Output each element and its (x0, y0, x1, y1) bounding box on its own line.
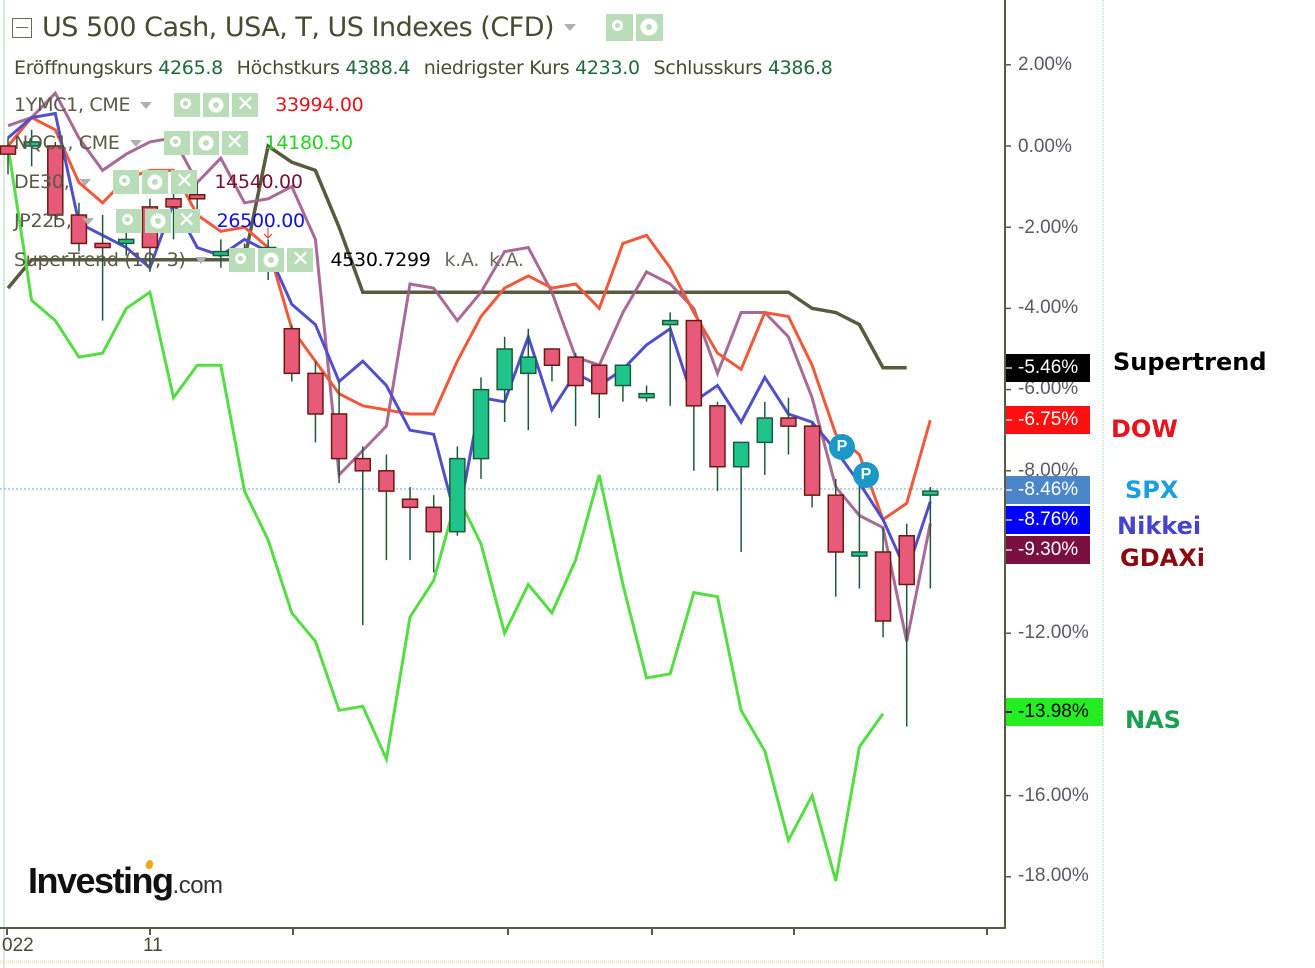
x-axis-ticks (6, 928, 988, 935)
high-value: 4388.4 (345, 57, 411, 79)
indicator-value: 14540.00 (214, 171, 303, 193)
ohlc-summary: Eröffnungskurs 4265.8 Höchstkurs 4388.4 … (14, 57, 841, 79)
indicator-dropdown-caret-icon[interactable] (140, 101, 153, 109)
x-tick-label: 11 (143, 935, 163, 956)
y-tick-label: -18.00% (1018, 865, 1089, 886)
indicator-value: 14180.50 (264, 132, 354, 154)
indicator-row-nas: NQC1, CME ✕ 14180.50 (14, 131, 353, 155)
x-tick-label: 022 (2, 935, 34, 956)
indicator-name: JP225, (14, 210, 72, 232)
price-tag-supertrend: -5.46% (1006, 354, 1090, 382)
y-tick-label: -12.00% (1018, 622, 1089, 643)
series-label-gdaxi: GDAXi (1120, 544, 1205, 572)
price-tag-nikkei: -8.76% (1006, 506, 1090, 534)
title-dropdown-caret-icon[interactable] (564, 24, 577, 31)
indicator-value: 4530.7299 (330, 249, 431, 271)
indicator-dropdown-caret-icon[interactable] (79, 178, 92, 186)
y-tick-label: -6.00% (1018, 378, 1079, 399)
remove-x-icon[interactable]: ✕ (287, 248, 314, 272)
price-tag-nas: -13.98% (1006, 698, 1103, 726)
visibility-eye-icon[interactable] (229, 248, 256, 272)
remove-x-icon[interactable]: ✕ (171, 170, 198, 194)
visibility-eye-icon[interactable] (113, 170, 140, 194)
indicator-name: NQC1, CME (14, 132, 120, 154)
indicator-dropdown-caret-icon[interactable] (81, 217, 94, 225)
visibility-eye-icon[interactable] (174, 93, 201, 117)
low-value: 4233.0 (575, 57, 640, 79)
close-value: 4386.8 (767, 57, 833, 79)
remove-x-icon[interactable]: ✕ (232, 93, 259, 117)
indicator-extra-1: k.A. (444, 249, 480, 271)
price-tag-gdaxi: -9.30% (1006, 536, 1090, 564)
settings-gear-icon[interactable] (142, 170, 169, 194)
settings-gear-icon[interactable] (258, 248, 285, 272)
price-tag-dow: -6.75% (1006, 406, 1090, 434)
series-label-nikkei: Nikkei (1117, 512, 1202, 540)
chart-title: US 500 Cash, USA, T, US Indexes (CFD) (42, 12, 555, 43)
indicator-value: 33994.00 (275, 94, 364, 116)
settings-gear-icon[interactable] (144, 209, 171, 233)
indicator-name: 1YMC1, CME (14, 94, 131, 116)
visibility-eye-icon[interactable] (163, 131, 190, 155)
investing-logo: Investing.com (28, 859, 223, 901)
chart-title-row: US 500 Cash, USA, T, US Indexes (CFD) (12, 12, 666, 43)
p-marker-icon[interactable]: P (853, 462, 879, 488)
remove-x-icon[interactable]: ✕ (221, 131, 248, 155)
close-label: Schlusskurs (653, 57, 763, 79)
indicator-row-dow: 1YMC1, CME ✕ 33994.00 (14, 93, 364, 117)
high-label: Höchstkurs (236, 57, 340, 79)
indicator-name: SuperTrend (10, 3) (14, 249, 186, 271)
indicator-extra-2: k.A. (489, 249, 524, 271)
open-value: 4265.8 (158, 57, 223, 79)
y-tick-label: -16.00% (1018, 785, 1089, 806)
indicator-dropdown-caret-icon[interactable] (195, 256, 208, 264)
comparison-lines (6, 90, 932, 882)
y-tick-label: -4.00% (1018, 297, 1079, 318)
settings-gear-icon[interactable] (636, 14, 664, 41)
low-label: niedrigster Kurs (423, 57, 570, 79)
visibility-eye-icon[interactable] (115, 209, 142, 233)
indicator-dropdown-caret-icon[interactable] (129, 139, 142, 147)
series-label-nas: NAS (1125, 706, 1181, 734)
y-tick-label: -8.00% (1018, 460, 1079, 481)
open-label: Eröffnungskurs (14, 57, 153, 79)
indicator-row-dax: DE30, ✕ 14540.00 (14, 170, 303, 194)
series-label-spx: SPX (1125, 476, 1179, 504)
y-tick-label: 2.00% (1018, 54, 1072, 75)
settings-gear-icon[interactable] (192, 131, 219, 155)
indicator-name: DE30, (14, 171, 70, 193)
spx-candlesticks (0, 129, 939, 727)
settings-gear-icon[interactable] (203, 93, 230, 117)
remove-x-icon[interactable]: ✕ (173, 209, 200, 233)
indicator-row-nikkei: JP225, ✕ 26500.00 (14, 209, 305, 233)
indicator-value: 26500.00 (216, 210, 306, 232)
y-tick-label: 0.00% (1018, 136, 1072, 157)
supertrend-arrow-icon (263, 228, 273, 239)
indicator-row-supertrend: SuperTrend (10, 3) ✕ 4530.7299 k.A. k.A. (14, 248, 524, 272)
series-label-dow: DOW (1111, 415, 1178, 443)
collapse-icon[interactable] (12, 17, 32, 38)
p-marker-icon[interactable]: P (829, 434, 855, 460)
series-label-supertrend: Supertrend (1113, 348, 1267, 376)
visibility-eye-icon[interactable] (606, 14, 634, 41)
price-tag-spx: -8.46% (1006, 476, 1090, 504)
y-tick-label: -2.00% (1018, 217, 1079, 238)
